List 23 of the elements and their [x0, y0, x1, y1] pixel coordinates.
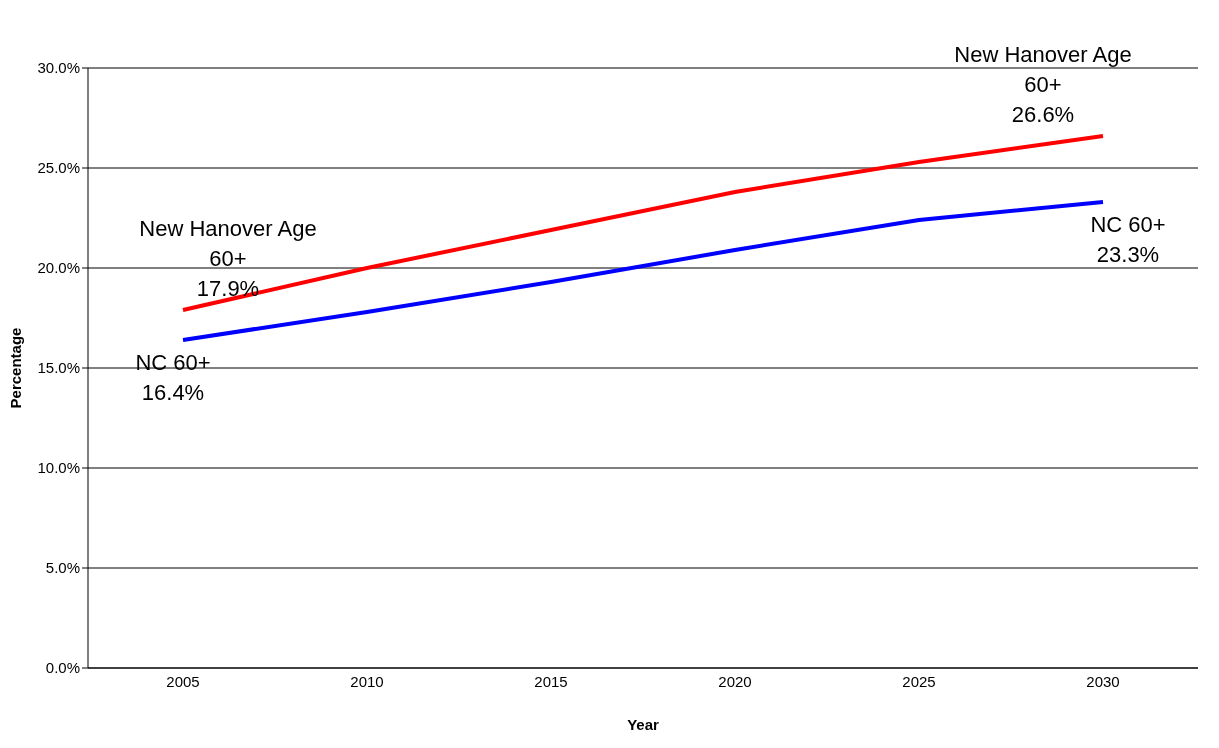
data-label: 26.6% — [1011, 102, 1075, 127]
x-tick-label: 2015 — [534, 672, 568, 690]
y-tick-label: 30.0% — [37, 59, 80, 77]
data-label: 23.3% — [1096, 242, 1160, 267]
series-label: NC 60+ — [1090, 212, 1166, 237]
y-tick-label: 25.0% — [37, 159, 80, 177]
x-tick-label: 2010 — [350, 672, 384, 690]
y-axis-title: Percentage — [7, 327, 25, 409]
y-tick-label: 5.0% — [45, 559, 80, 577]
x-tick-label: 2030 — [1086, 672, 1120, 690]
series-label: New Hanover Age 60+ — [139, 216, 317, 271]
x-tick-label: 2025 — [902, 672, 936, 690]
text: NC 60+ — [135, 350, 211, 375]
y-tick-label: 10.0% — [37, 459, 80, 477]
data-label: 17.9% — [196, 276, 260, 301]
x-tick-label: 2005 — [166, 672, 200, 690]
x-tick-label: 2020 — [718, 672, 752, 690]
y-tick-label: 0.0% — [45, 659, 80, 677]
data-label: 16.4% — [141, 380, 205, 405]
x-axis-title: Year — [627, 716, 660, 733]
text: New Hanover Age 60+ — [954, 42, 1132, 97]
y-tick-label: 20.0% — [37, 259, 80, 277]
y-tick-label: 15.0% — [37, 359, 80, 377]
